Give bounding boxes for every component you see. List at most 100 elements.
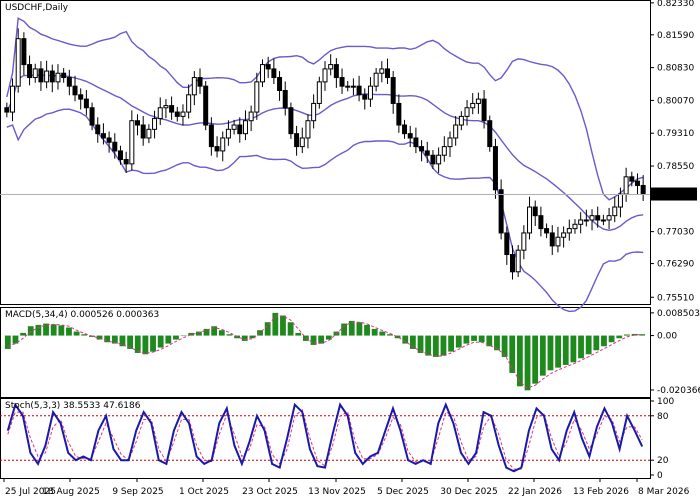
macd-panel-frame: [0, 307, 651, 398]
candle-body: [180, 111, 186, 117]
macd-bar: [264, 322, 271, 336]
stoch-y-tick-label: 100: [657, 397, 674, 407]
macd-y-tick-label: 0.00: [657, 332, 677, 342]
macd-bar: [226, 334, 233, 336]
macd-bar: [478, 335, 485, 343]
x-axis-tick-label: 1 Oct 2025: [179, 487, 229, 497]
candle-body: [89, 107, 95, 126]
candle-body: [350, 85, 356, 88]
candle-body: [83, 98, 89, 109]
candle-body: [191, 77, 197, 96]
macd-bar: [425, 335, 432, 356]
candle-body: [538, 215, 544, 230]
candle-body: [282, 89, 288, 109]
price-y-tick-label: 0.80830: [657, 64, 694, 74]
candle-body: [623, 176, 629, 195]
macd-bar: [195, 331, 202, 336]
candle-body: [464, 107, 470, 117]
candle-body: [396, 102, 402, 126]
candle-body: [583, 219, 589, 222]
candle-body: [135, 120, 141, 126]
macd-bar: [394, 335, 401, 339]
candle-body: [367, 85, 373, 100]
macd-panel-title: MACD(5,34,4) 0.000526 0.000363: [5, 310, 160, 320]
candle-body: [311, 102, 317, 122]
macd-bar: [578, 335, 584, 359]
candle-body: [32, 68, 38, 79]
candle-body: [413, 137, 419, 148]
macd-bar: [463, 335, 470, 344]
candle-body: [10, 85, 16, 113]
macd-bar: [455, 335, 462, 348]
macd-bar: [601, 335, 607, 347]
candle-body: [470, 102, 476, 109]
macd-bar: [371, 328, 378, 336]
macd-bar: [249, 335, 256, 339]
macd-bar: [66, 327, 72, 336]
candle-body: [555, 236, 561, 247]
bollinger-lower-band: [6, 108, 644, 313]
macd-bar: [486, 335, 493, 347]
price-panel-frame: [0, 0, 651, 305]
candle-body: [197, 77, 203, 87]
candle-body: [509, 254, 515, 273]
candle-body: [157, 107, 163, 120]
macd-bar: [20, 332, 27, 336]
macd-bar: [73, 331, 80, 336]
candle-body: [72, 85, 78, 96]
candle-body: [21, 38, 27, 66]
candle-body: [419, 146, 425, 152]
macd-bar: [585, 335, 592, 355]
stoch-y-tick-label: 20: [657, 456, 669, 466]
candle-body: [356, 85, 362, 96]
x-axis-tick-label: 22 Jan 2026: [508, 487, 562, 497]
x-axis-tick-label: 30 Dec 2025: [440, 487, 498, 497]
candle-body: [328, 64, 334, 70]
candle-body: [640, 184, 646, 196]
x-axis-tick-label: 13 Feb 2026: [573, 487, 629, 497]
macd-bar: [341, 323, 348, 336]
x-axis-tick-label: 23 Oct 2025: [242, 487, 298, 497]
macd-bar: [555, 335, 562, 368]
candle-body: [379, 68, 385, 74]
candle-body: [515, 249, 521, 273]
macd-bar: [570, 335, 577, 363]
macd-bar: [58, 325, 65, 336]
candle-body: [55, 72, 61, 83]
candle-body: [248, 111, 254, 122]
macd-bar: [623, 334, 630, 336]
macd-bar: [180, 335, 187, 337]
stoch-y-tick-label: 80: [657, 412, 669, 422]
candle-body: [617, 193, 623, 208]
candle-body: [407, 133, 413, 139]
price-y-tick-label: 0.78550: [657, 162, 694, 172]
candle-body: [458, 115, 464, 126]
macd-bar: [287, 322, 294, 336]
macd-bar: [356, 322, 363, 336]
macd-bar: [4, 335, 11, 349]
candle-body: [305, 120, 311, 139]
macd-bar: [524, 335, 531, 391]
bollinger-upper-band: [6, 17, 644, 201]
macd-bar: [440, 335, 447, 356]
candle-body: [504, 232, 510, 256]
x-axis-tick-label: 5 Dec 2025: [377, 487, 429, 497]
stoch-y-tick-label: 0: [657, 471, 663, 481]
candle-body: [316, 81, 322, 104]
candle-body: [487, 120, 493, 148]
candle-body: [15, 38, 21, 87]
price-y-tick-label: 0.77030: [657, 228, 694, 238]
stoch-panel-title: Stoch(5,3,3) 38.5533 47.6186: [5, 401, 141, 411]
candle-body: [237, 124, 243, 135]
macd-signal-line: [7, 315, 643, 389]
candle-body: [225, 128, 231, 139]
macd-bar: [165, 335, 172, 344]
candle-body: [208, 124, 214, 148]
candle-body: [288, 107, 294, 135]
macd-bar: [325, 335, 332, 340]
macd-bar: [134, 335, 141, 353]
candle-body: [117, 150, 123, 161]
stoch-k-line: [6, 402, 644, 473]
candle-body: [112, 141, 118, 152]
